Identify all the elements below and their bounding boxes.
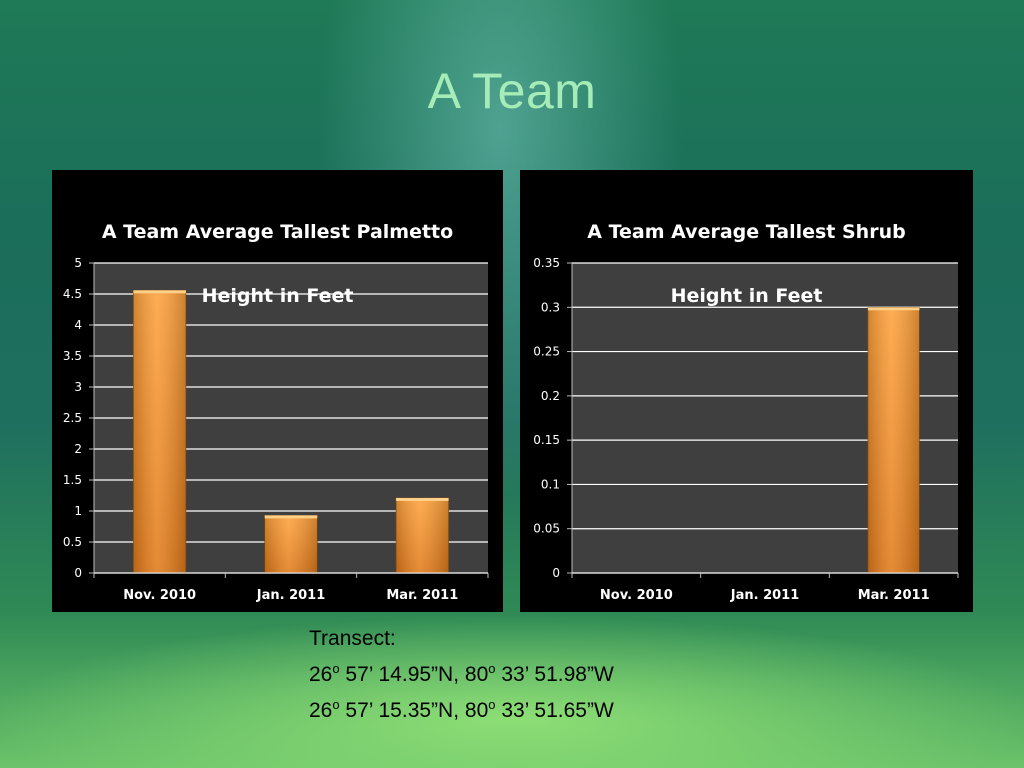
- palmetto-y-tick-label: 1.5: [63, 473, 82, 487]
- palmetto-bar-shading: [133, 290, 186, 573]
- degree-mark: o: [332, 697, 340, 712]
- transect-line-1-lat: 57’ 14.95”N, 80: [339, 663, 489, 686]
- transect-label: Transect:: [309, 627, 396, 650]
- palmetto-chart-panel: 0 0.5 1 1.5 2 2.5 3 3.5 4 4.5 5 Nov. 2010 Jan. 2011 M…: [52, 170, 503, 612]
- palmetto-chart-title-line-2: Height in Feet: [201, 285, 354, 307]
- palmetto-y-tick-label: 3: [74, 380, 82, 394]
- shrub-chart-panel: 0 0.05 0.1 0.15 0.2 0.25 0.3 0.35 Nov. 2010 Jan. …: [520, 170, 973, 612]
- degree-mark: o: [488, 661, 496, 676]
- shrub-y-tick-label: 0.1: [541, 477, 560, 491]
- palmetto-bar-highlight: [264, 515, 318, 519]
- transect-line-1-lon: 33’ 51.98”W: [495, 663, 614, 686]
- palmetto-y-tick-label: 0.5: [63, 535, 82, 549]
- palmetto-x-tick-label: Nov. 2010: [123, 588, 196, 603]
- shrub-y-tick-label: 0.05: [533, 522, 560, 536]
- transect-line-2-lat: 57’ 15.35”N, 80: [339, 699, 489, 722]
- palmetto-chart: 0 0.5 1 1.5 2 2.5 3 3.5 4 4.5 5 Nov. 2010 Jan. 2011 M…: [63, 256, 489, 603]
- transect-line-1-lat-deg: 26: [309, 663, 333, 686]
- shrub-y-tick-label: 0.3: [541, 300, 560, 314]
- degree-mark: o: [488, 697, 496, 712]
- shrub-x-tick-label: Mar. 2011: [858, 588, 930, 603]
- palmetto-chart-title: A Team Average Tallest Palmetto Height i…: [52, 184, 503, 344]
- slide-title: A Team: [427, 63, 597, 119]
- shrub-y-tick-label: 0.35: [533, 256, 560, 270]
- shrub-y-tick-label: 0: [552, 566, 560, 580]
- palmetto-y-tick-label: 1: [74, 504, 82, 518]
- shrub-bar-highlight: [867, 307, 920, 311]
- transect-line-2-lat-deg: 26: [309, 699, 333, 722]
- shrub-y-tick-label: 0.25: [533, 345, 560, 359]
- shrub-bar-shading: [867, 307, 920, 573]
- shrub-x-tick-label: Jan. 2011: [730, 588, 800, 603]
- palmetto-y-tick-label: 2.5: [63, 411, 82, 425]
- shrub-chart-title-line-2: Height in Feet: [670, 285, 823, 307]
- palmetto-y-tick-label: 2: [74, 442, 82, 456]
- palmetto-y-tick-label: 5: [74, 256, 82, 270]
- palmetto-x-tick-label: Jan. 2011: [256, 588, 326, 603]
- shrub-x-tick-label: Nov. 2010: [600, 588, 673, 603]
- transect-line-1: 26o 57’ 14.95”N, 80o 33’ 51.98”W: [309, 654, 614, 690]
- palmetto-y-tick-label: 3.5: [63, 349, 82, 363]
- transect-line-2: 26o 57’ 15.35”N, 80o 33’ 51.65”W: [309, 690, 614, 726]
- palmetto-chart-title-line-1: A Team Average Tallest Palmetto: [101, 221, 454, 243]
- shrub-chart-title-line-1: A Team Average Tallest Shrub: [587, 221, 906, 243]
- shrub-y-tick-label: 0.15: [533, 433, 560, 447]
- transect-line-2-lon: 33’ 51.65”W: [495, 699, 614, 722]
- palmetto-x-tick-label: Mar. 2011: [386, 588, 458, 603]
- shrub-chart-title: A Team Average Tallest Shrub Height in F…: [520, 184, 973, 344]
- palmetto-y-tick-label: 0: [74, 566, 82, 580]
- palmetto-y-tick-label: 4: [74, 318, 82, 332]
- palmetto-bar-shading: [264, 515, 318, 573]
- palmetto-bar-shading: [396, 497, 449, 573]
- shrub-y-tick-label: 0.2: [541, 389, 560, 403]
- palmetto-bar-highlight: [396, 497, 449, 501]
- palmetto-y-tick-label: 4.5: [63, 287, 82, 301]
- palmetto-bar-highlight: [133, 290, 186, 294]
- shrub-chart: 0 0.05 0.1 0.15 0.2 0.25 0.3 0.35 Nov. 2010 Jan. …: [533, 256, 959, 603]
- degree-mark: o: [332, 661, 340, 676]
- transect-coordinates: Transect: 26o 57’ 14.95”N, 80o 33’ 51.98…: [309, 624, 614, 726]
